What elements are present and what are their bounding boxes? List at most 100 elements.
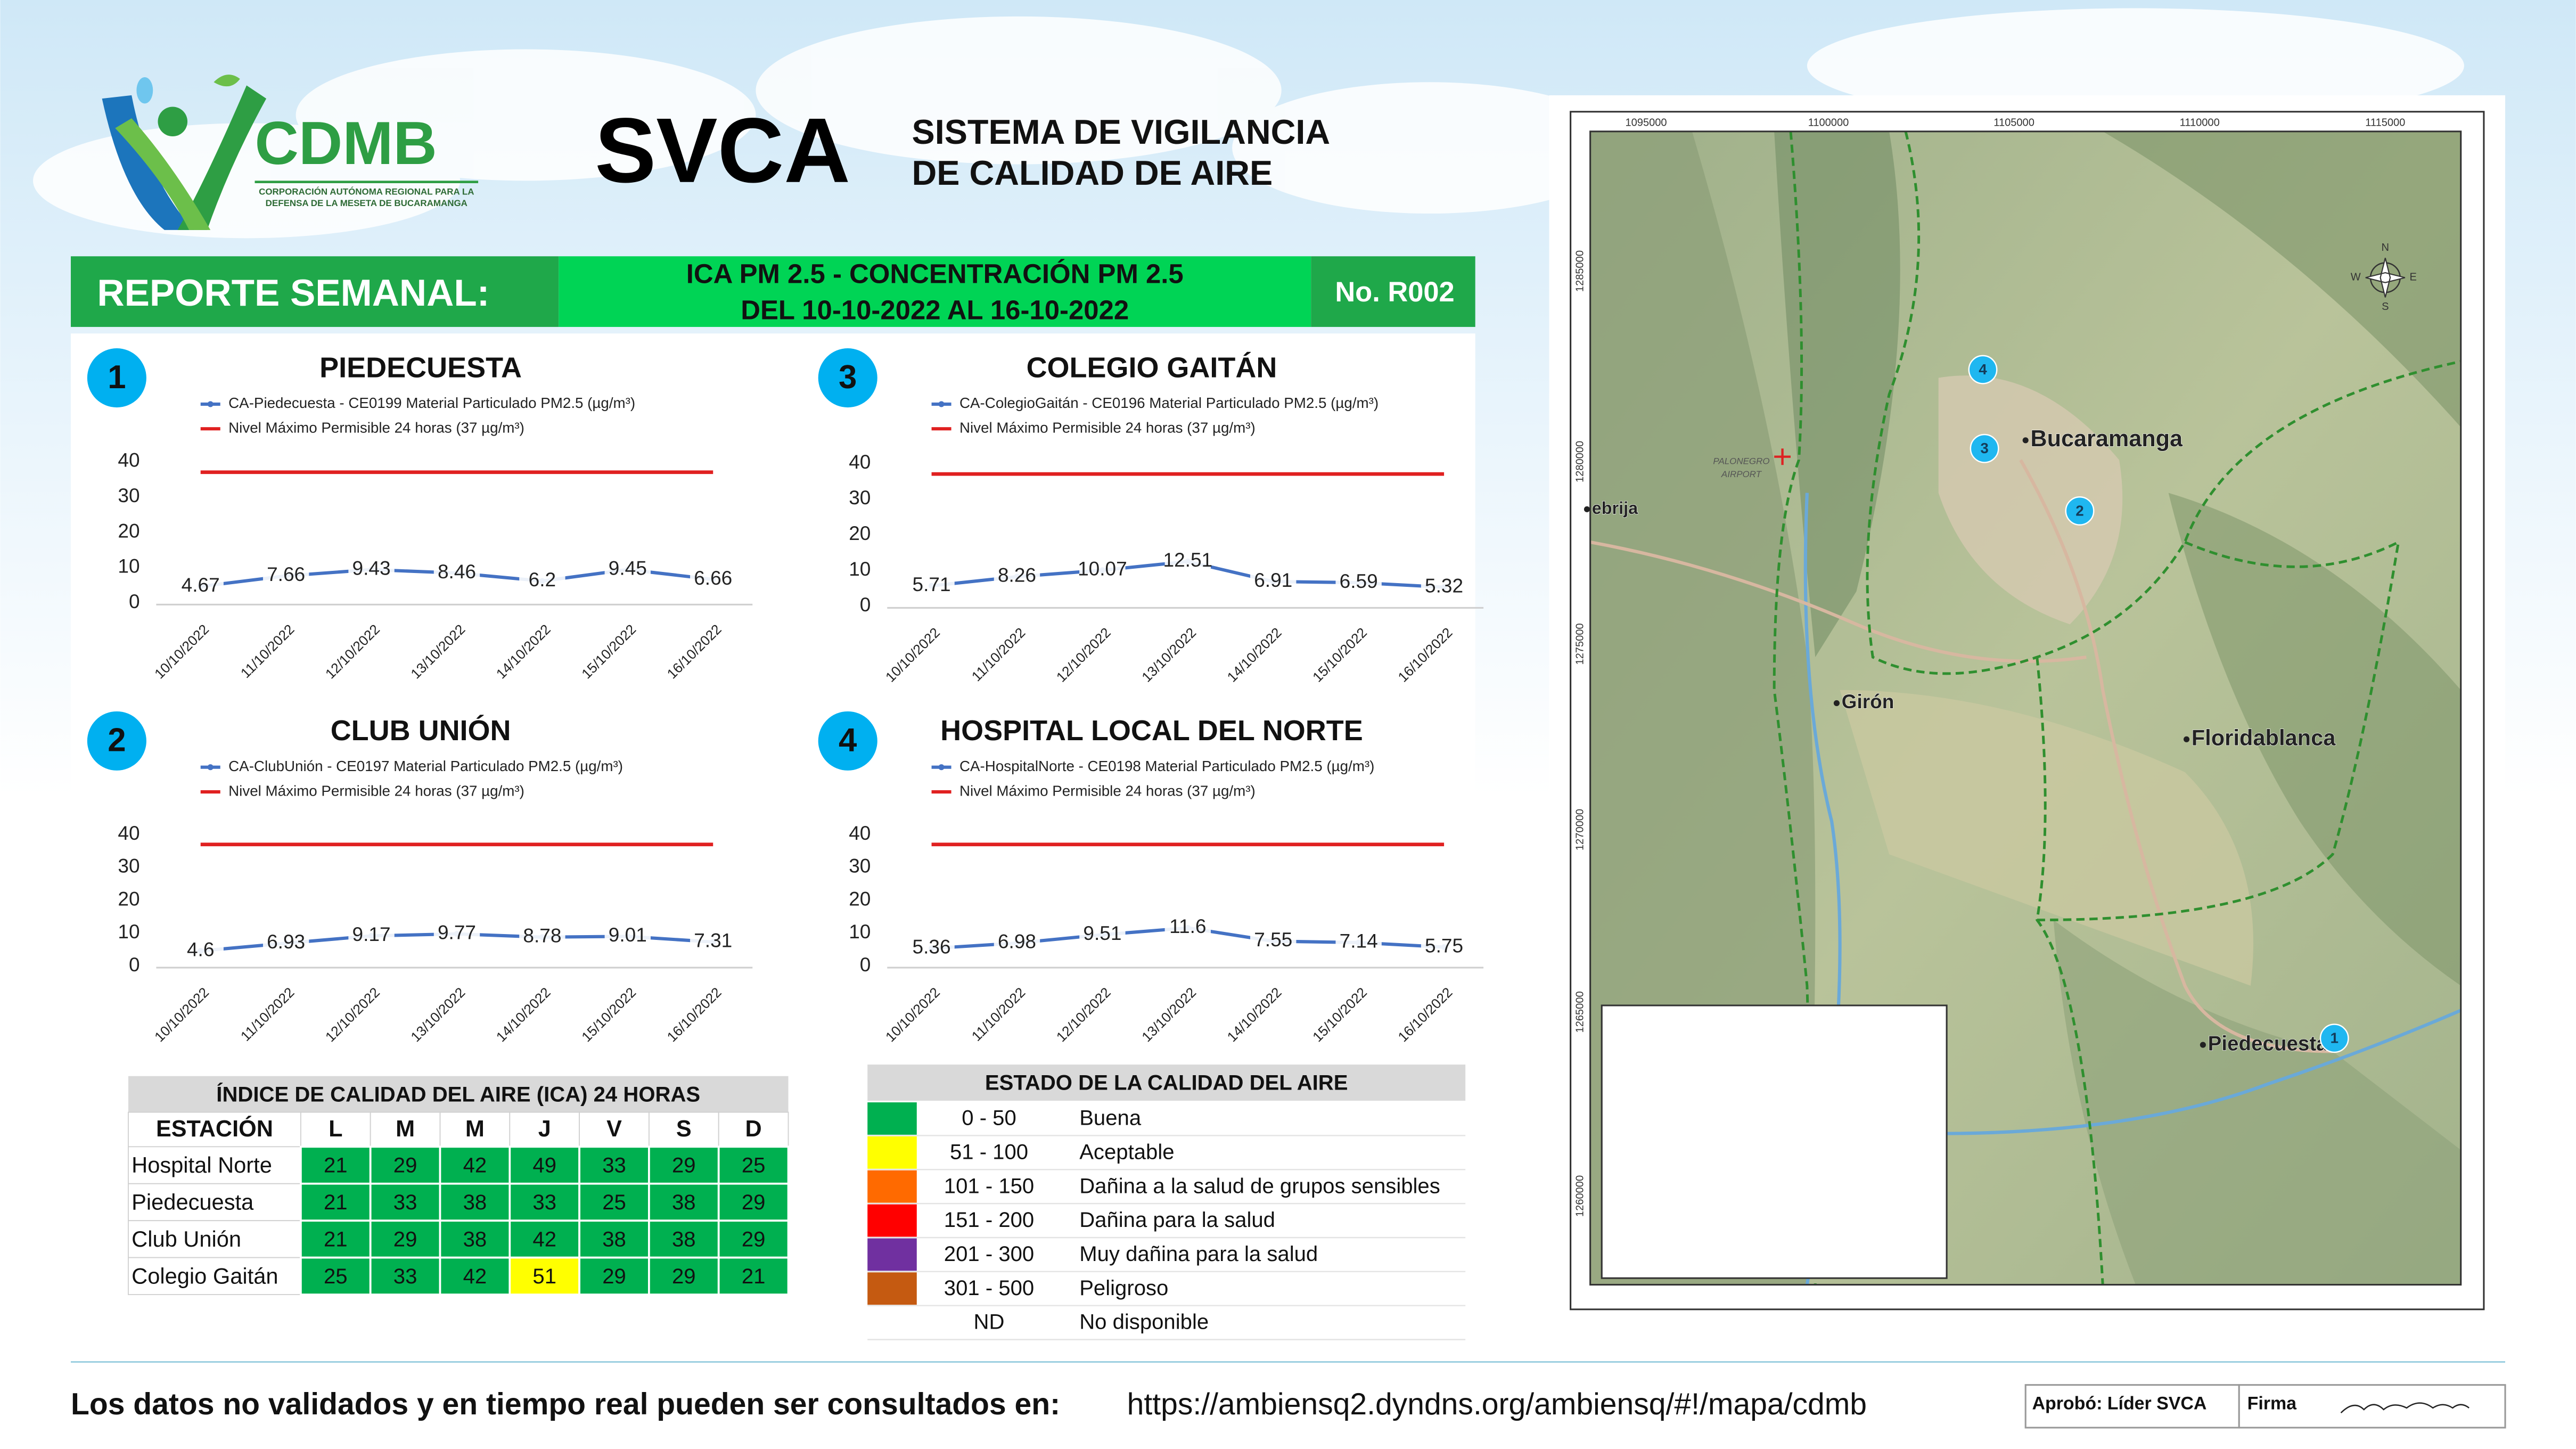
label-bg — [348, 558, 395, 580]
scale-label: Peligroso — [1079, 1276, 1168, 1300]
ica-cell — [300, 1182, 372, 1222]
label-bg — [1079, 923, 1126, 945]
table-header: ESTACIÓN — [156, 1116, 273, 1142]
station-number: 3 — [1980, 440, 1988, 456]
chart-number: 4 — [839, 722, 857, 759]
banner-line: DEL 10-10-2022 AL 16-10-2022 — [741, 295, 1129, 325]
station-marker — [1970, 433, 1999, 463]
data-label: 7.31 — [694, 929, 732, 952]
ica-cell — [648, 1256, 720, 1296]
data-label: 5.32 — [1425, 574, 1463, 596]
label-bg — [177, 939, 224, 961]
data-label: 5.71 — [913, 573, 951, 595]
data-label: 5.75 — [1425, 934, 1463, 956]
y-tick-label: 0 — [860, 593, 871, 616]
chart-number: 2 — [108, 722, 126, 759]
data-label: 9.77 — [438, 921, 476, 943]
table-header-cell — [128, 1111, 301, 1148]
place-dot — [2183, 736, 2190, 742]
legend-label: CA-ClubUnión - CE0197 Material Particula… — [228, 758, 623, 774]
data-label: 6.66 — [694, 567, 732, 589]
table-header: M — [465, 1116, 485, 1142]
ica-cell — [439, 1145, 511, 1185]
place-dot — [1584, 506, 1590, 512]
ica-value: 42 — [532, 1228, 556, 1251]
data-label: 7.14 — [1340, 930, 1378, 952]
compass-letter: N — [2382, 242, 2389, 253]
station-marker — [2065, 496, 2095, 526]
approval-box — [2024, 1384, 2240, 1429]
chart-badge — [87, 348, 146, 408]
scale-swatch — [867, 1102, 917, 1135]
y-tick-label: 0 — [860, 953, 871, 976]
legend-marker — [207, 401, 214, 407]
scale-swatch — [867, 1136, 917, 1169]
label-bg — [994, 565, 1040, 587]
ica-value: 29 — [672, 1154, 696, 1177]
table-header-cell — [370, 1111, 441, 1148]
data-label: 6.2 — [529, 568, 556, 591]
station-cell — [128, 1183, 301, 1222]
data-label: 5.36 — [913, 936, 951, 958]
y-tick-label: 10 — [849, 558, 871, 580]
station-number: 2 — [2075, 502, 2083, 519]
y-tick-label: 10 — [118, 920, 140, 943]
acronym: SVCA — [595, 99, 850, 202]
place-dot — [2022, 437, 2029, 444]
footer-url: https://ambiensq2.dyndns.org/ambiensq/#!… — [1127, 1387, 1867, 1421]
ica-value: 33 — [393, 1265, 417, 1288]
data-label: 6.91 — [1254, 569, 1292, 591]
y-tick-label: 10 — [118, 555, 140, 577]
ica-value: 29 — [742, 1228, 766, 1251]
table-header: J — [538, 1116, 551, 1142]
ica-value: 25 — [602, 1191, 626, 1214]
scale-label: Muy dañina para la salud — [1079, 1242, 1318, 1266]
ica-cell — [578, 1256, 650, 1296]
label-bg — [690, 930, 736, 952]
report-number: No. R002 — [1335, 277, 1454, 308]
ica-value: 38 — [672, 1228, 696, 1251]
data-label: 9.51 — [1083, 922, 1121, 944]
compass-letter: W — [2351, 272, 2361, 283]
station-name: Piedecuesta — [132, 1190, 254, 1215]
legend-marker — [938, 401, 945, 407]
label-bg — [519, 926, 565, 947]
banner-left — [70, 256, 559, 327]
label-bg — [1250, 570, 1297, 592]
station-marker — [1968, 355, 1998, 384]
y-tick-label: 40 — [849, 451, 871, 473]
y-tick-label: 40 — [849, 822, 871, 844]
data-label: 7.55 — [1254, 928, 1292, 951]
signature-label: Firma — [2247, 1394, 2298, 1414]
label-bg — [1335, 571, 1382, 593]
data-label: 9.43 — [352, 556, 391, 579]
label-bg — [177, 575, 224, 596]
legend-marker — [207, 764, 214, 771]
legend-label: CA-ColegioGaitán - CE0196 Material Parti… — [959, 395, 1379, 411]
map-x-coord: 1105000 — [1993, 117, 2034, 129]
y-tick-label: 30 — [118, 484, 140, 506]
place-name: Girón — [1842, 690, 1894, 713]
data-label: 9.01 — [609, 923, 647, 946]
scale-swatch — [867, 1306, 917, 1339]
tables: ÍNDICE DE CALIDAD DEL AIRE (ICA) 24 HORA… — [128, 1065, 1466, 1340]
ica-value: 25 — [324, 1265, 348, 1288]
map-x-coord: 1115000 — [2365, 117, 2405, 129]
label-bg — [519, 569, 565, 591]
ica-cell — [439, 1182, 511, 1222]
ica-value: 21 — [742, 1265, 766, 1288]
place-name: Floridablanca — [2192, 725, 2336, 750]
scale-swatch — [867, 1170, 917, 1203]
ica-value: 29 — [672, 1265, 696, 1288]
banner-middle — [559, 256, 1311, 327]
ica-value: 38 — [463, 1228, 487, 1251]
ica-value: 42 — [463, 1154, 487, 1177]
station-number: 4 — [1979, 361, 1987, 378]
legend-label: Nivel Máximo Permisible 24 horas (37 µg/… — [959, 420, 1256, 436]
table-header: D — [745, 1116, 762, 1142]
label-bg — [1164, 916, 1211, 938]
data-label: 11.6 — [1169, 915, 1206, 937]
y-tick-label: 20 — [849, 887, 871, 910]
scale-range: 201 - 300 — [944, 1242, 1034, 1266]
map-y-coord: 1285000 — [1574, 250, 1586, 292]
